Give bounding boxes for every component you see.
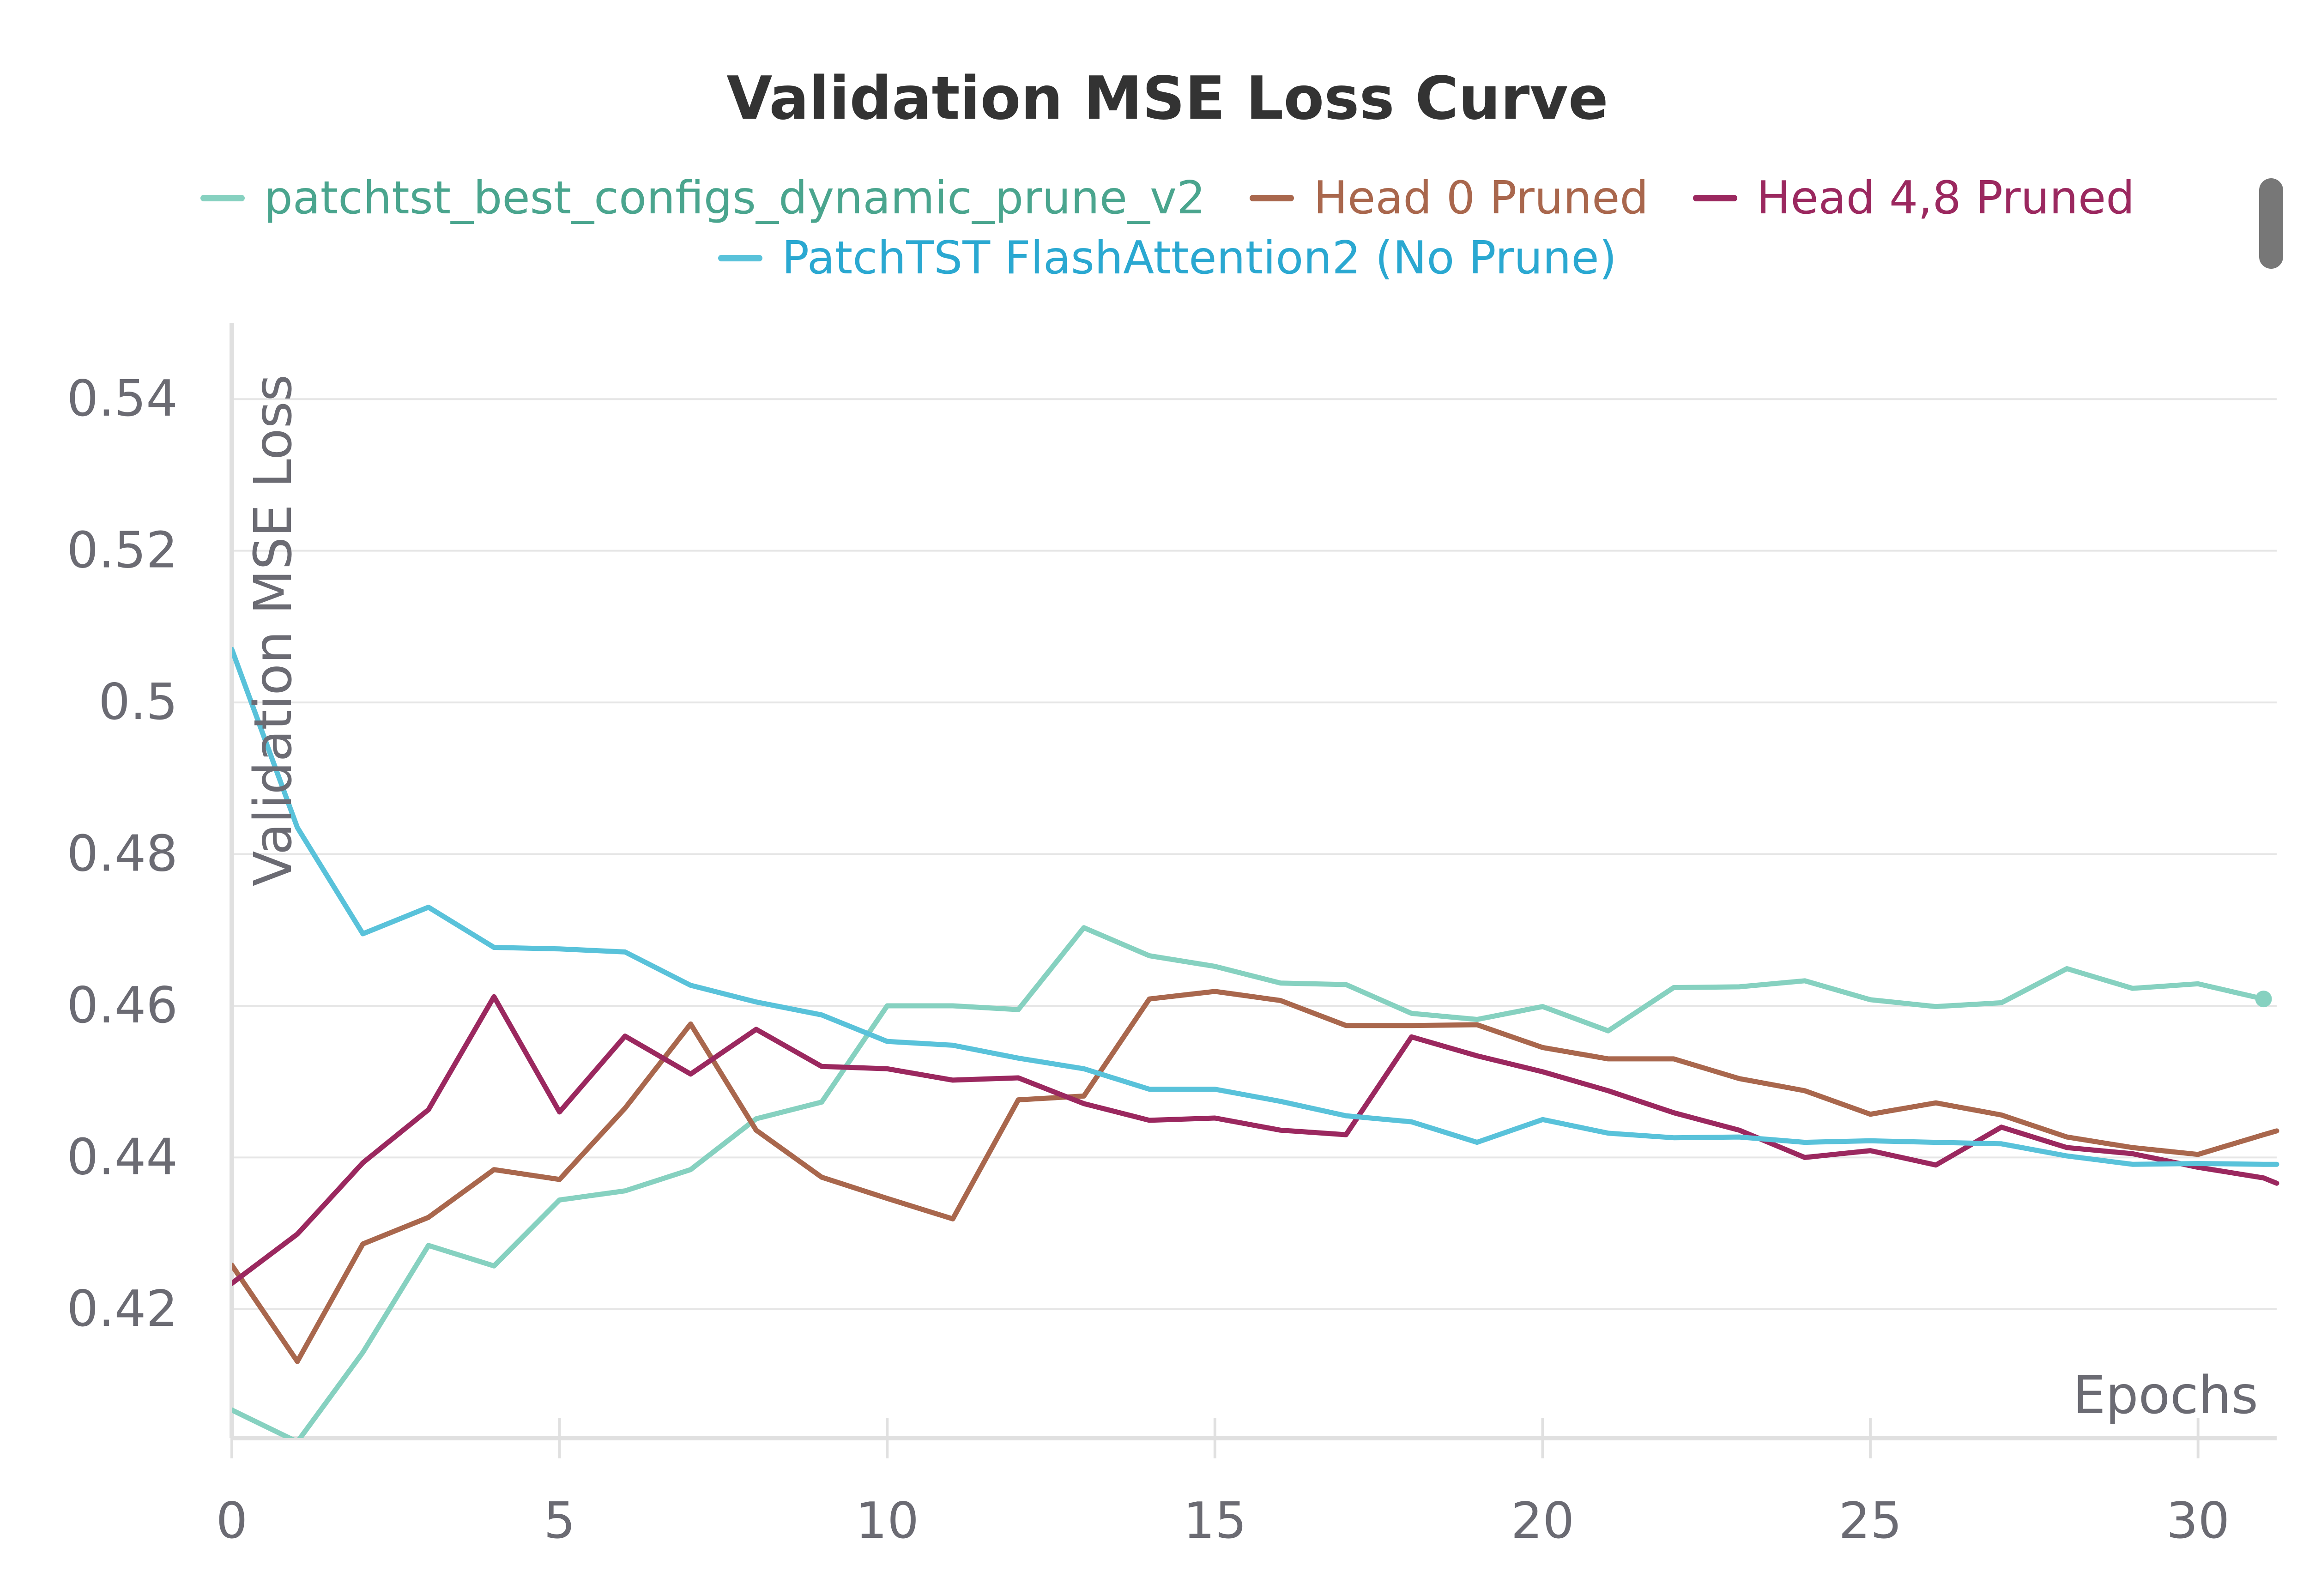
legend-item-head-0-pruned[interactable]: Head 0 Pruned <box>1250 172 1649 224</box>
legend-swatch <box>200 195 245 201</box>
y-tick-label: 0.5 <box>98 673 178 731</box>
y-tick-label: 0.54 <box>67 370 178 428</box>
y-tick-label: 0.46 <box>67 977 178 1034</box>
y-tick-label: 0.52 <box>67 522 178 580</box>
x-tick-label: 5 <box>544 1492 575 1550</box>
legend: patchtst_best_configs_dynamic_prune_v2 H… <box>0 175 2309 221</box>
series <box>232 647 2279 1438</box>
y-tick-label: 0.42 <box>67 1280 178 1338</box>
legend-scrollbar[interactable] <box>2259 178 2283 269</box>
y-tick-label: 0.44 <box>67 1128 178 1186</box>
legend-label: Head 4,8 Pruned <box>1756 172 2135 224</box>
x-tick-label: 20 <box>1511 1492 1574 1550</box>
x-tick-label: 25 <box>1838 1492 1902 1550</box>
axes <box>230 323 2277 1458</box>
legend-label: patchtst_best_configs_dynamic_prune_v2 <box>264 172 1206 224</box>
legend-label: Head 0 Pruned <box>1313 172 1649 224</box>
y-axis-title: Validation MSE Loss <box>243 375 303 886</box>
chart-title: Validation MSE Loss Curve <box>726 64 1608 133</box>
y-tick-label: 0.48 <box>67 825 178 883</box>
legend-label: PatchTST FlashAttention2 (No Prune) <box>782 232 1617 284</box>
legend-item-dynamic-prune[interactable]: patchtst_best_configs_dynamic_prune_v2 <box>200 172 1206 224</box>
legend-row-2: PatchTST FlashAttention2 (No Prune) <box>0 236 2309 281</box>
series-line <box>232 925 2267 1438</box>
grid <box>232 398 2277 1310</box>
legend-swatch <box>1250 195 1294 201</box>
legend-item-head-4-8-pruned[interactable]: Head 4,8 Pruned <box>1692 172 2135 224</box>
legend-swatch <box>1692 195 1737 201</box>
x-axis-title: Epochs <box>2073 1366 2258 1426</box>
x-tick-label: 15 <box>1183 1492 1246 1550</box>
x-tick-label: 0 <box>216 1492 248 1550</box>
x-tick-label: 30 <box>2166 1492 2230 1550</box>
series-end-marker <box>2255 991 2272 1008</box>
legend-swatch <box>718 255 763 261</box>
x-tick-label: 10 <box>856 1492 919 1550</box>
series-line <box>232 647 2279 1167</box>
series-line <box>232 989 2279 1364</box>
series-line <box>232 994 2279 1286</box>
labels: 0.42 0.44 0.46 0.48 0.5 0.52 0.54 0 5 10 15 20 25 30 E… <box>67 370 2258 1550</box>
legend-item-no-prune[interactable]: PatchTST FlashAttention2 (No Prune) <box>718 236 1617 281</box>
